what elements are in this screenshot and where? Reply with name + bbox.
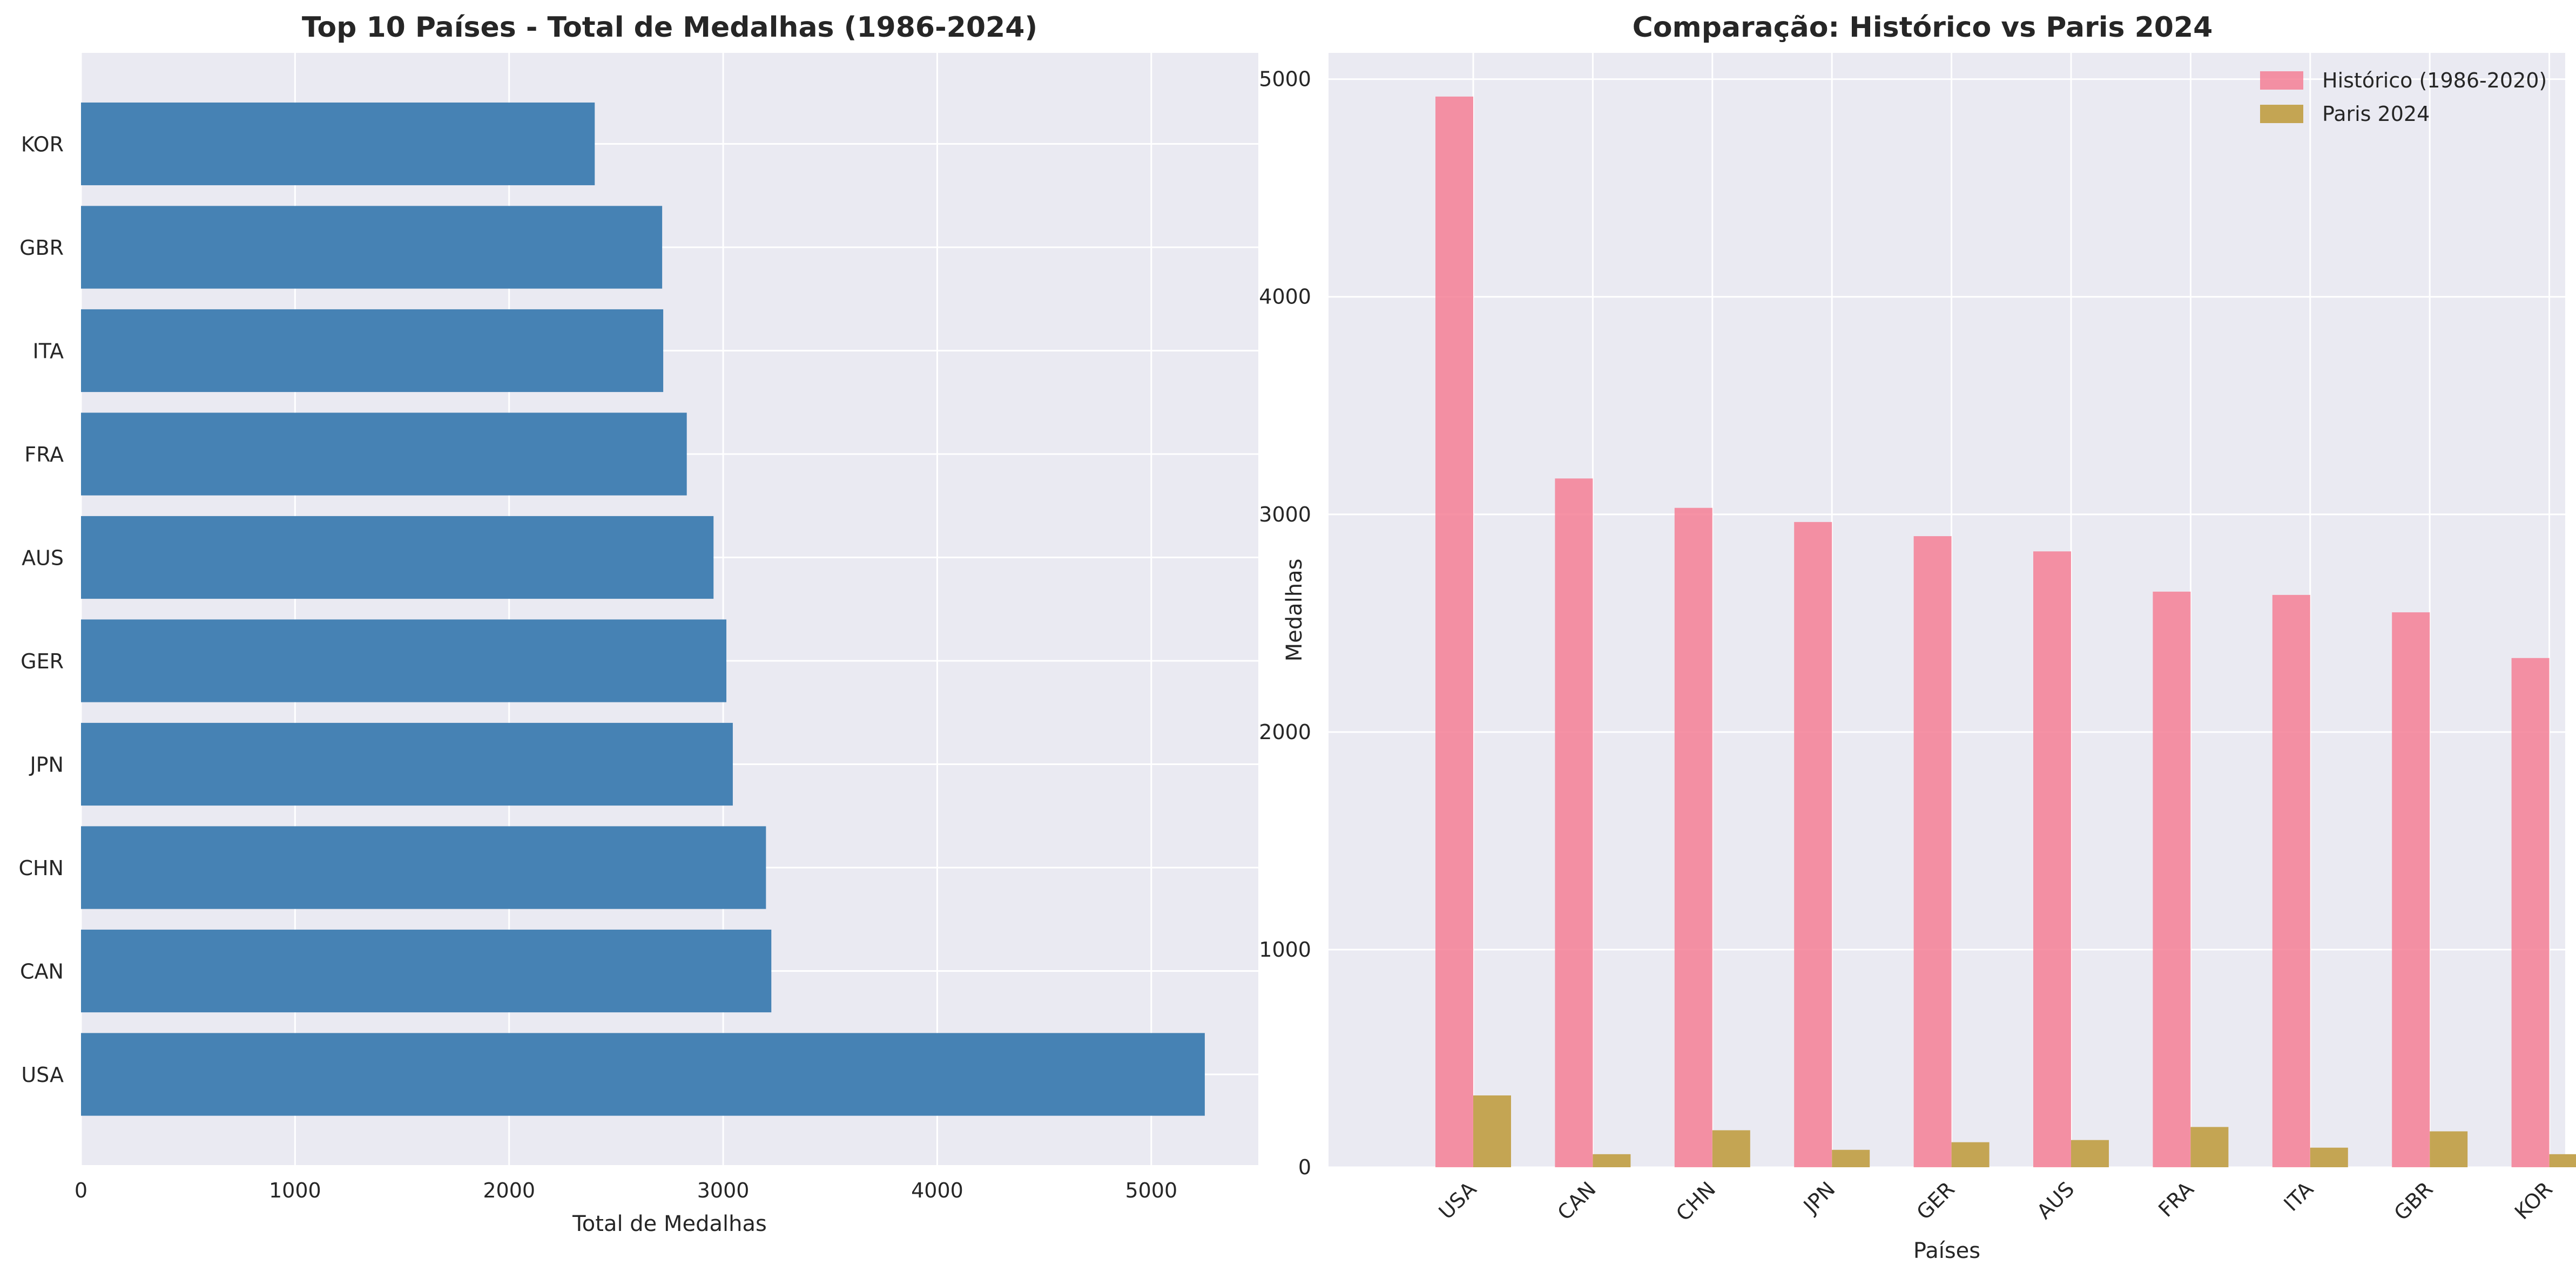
- y-tick-label: GER: [21, 649, 64, 673]
- bar-fra: [81, 412, 687, 496]
- x-tick-label: AUS: [2032, 1177, 2079, 1223]
- bar-historico-ita: [2272, 594, 2310, 1167]
- bar-historico-jpn: [1794, 522, 1832, 1167]
- x-tick-label: JPN: [1798, 1177, 1840, 1219]
- bar-historico-fra: [2153, 591, 2191, 1167]
- bar-chn: [81, 826, 766, 909]
- y-tick-label: AUS: [22, 546, 64, 570]
- x-tick-label: FRA: [2154, 1177, 2199, 1222]
- y-tick-label: GBR: [19, 236, 64, 260]
- bar-paris-aus: [2071, 1140, 2109, 1167]
- bar-aus: [81, 516, 714, 599]
- bar-paris-usa: [1473, 1095, 1511, 1167]
- bar-jpn: [81, 722, 733, 806]
- bar-can: [81, 929, 772, 1013]
- bar-ger: [81, 619, 727, 702]
- x-tick-label: KOR: [2510, 1177, 2557, 1224]
- bar-historico-aus: [2033, 551, 2071, 1168]
- x-tick-label: 2000: [483, 1179, 535, 1202]
- y-tick-label: 3000: [1259, 503, 1311, 526]
- x-tick-label: GER: [1912, 1177, 1959, 1224]
- y-tick-label: 2000: [1259, 720, 1311, 744]
- y-tick-label: 0: [1298, 1155, 1311, 1179]
- bar-historico-chn: [1674, 507, 1712, 1167]
- x-tick-label: 4000: [911, 1179, 963, 1202]
- x-tick-label: 0: [75, 1179, 87, 1202]
- chart-right-bars: [1435, 96, 2576, 1168]
- chart-left: Top 10 Países - Total de Medalhas (1986-…: [18, 11, 1258, 1236]
- bar-usa: [81, 1033, 1205, 1116]
- bar-historico-kor: [2511, 658, 2550, 1167]
- chart-right-y-axis-label: Medalhas: [1282, 559, 1307, 662]
- bar-paris-can: [1593, 1154, 1631, 1167]
- chart-right-y-tick-labels: 0 1000 2000 3000 4000 5000: [1259, 67, 1311, 1179]
- chart-right-x-axis-label: Países: [1913, 1239, 1980, 1263]
- y-tick-label: FRA: [24, 443, 64, 466]
- x-tick-label: ITA: [2279, 1177, 2318, 1216]
- bar-historico-gbr: [2392, 612, 2430, 1167]
- bar-gbr: [81, 206, 663, 289]
- y-tick-label: USA: [21, 1063, 64, 1087]
- chart-left-bars: [81, 102, 1205, 1116]
- bar-paris-kor: [2549, 1154, 2576, 1167]
- bar-paris-fra: [2190, 1127, 2229, 1167]
- y-tick-label: KOR: [21, 133, 64, 157]
- chart-right-legend: Histórico (1986-2020) Paris 2024: [2260, 69, 2547, 126]
- x-tick-label: 5000: [1125, 1179, 1177, 1202]
- bar-paris-jpn: [1832, 1149, 1870, 1167]
- chart-right-title: Comparação: Histórico vs Paris 2024: [1633, 11, 2213, 44]
- x-tick-label: GBR: [2390, 1177, 2438, 1225]
- y-tick-label: 1000: [1259, 938, 1311, 962]
- bar-paris-ita: [2310, 1147, 2348, 1167]
- chart-left-x-tick-labels: 0 1000 2000 3000 4000 5000: [75, 1179, 1177, 1202]
- y-tick-label: 5000: [1259, 67, 1311, 91]
- x-tick-label: CHN: [1671, 1177, 1720, 1226]
- legend-label-historico: Histórico (1986-2020): [2322, 69, 2547, 92]
- bar-historico-can: [1555, 478, 1593, 1168]
- x-tick-label: 3000: [697, 1179, 750, 1202]
- y-tick-label: CAN: [20, 960, 64, 984]
- bar-paris-gbr: [2430, 1131, 2468, 1167]
- legend-swatch-historico: [2260, 71, 2303, 90]
- chart-left-title: Top 10 Países - Total de Medalhas (1986-…: [302, 11, 1037, 44]
- bar-kor: [81, 102, 595, 186]
- chart-left-x-axis-label: Total de Medalhas: [572, 1212, 767, 1236]
- chart-right-x-tick-labels: USA CAN CHN JPN GER AUS FRA ITA GBR KOR: [1434, 1177, 2557, 1226]
- x-tick-label: USA: [1434, 1177, 1481, 1224]
- bar-paris-ger: [1951, 1142, 1990, 1167]
- y-tick-label: 4000: [1259, 285, 1311, 309]
- y-tick-label: ITA: [33, 340, 64, 363]
- y-tick-label: CHN: [18, 856, 64, 880]
- chart-right: Comparação: Histórico vs Paris 2024 0 100…: [1259, 11, 2576, 1263]
- x-tick-label: 1000: [269, 1179, 321, 1202]
- chart-left-y-tick-labels: USA CAN CHN JPN GER AUS FRA ITA GBR KOR: [18, 133, 64, 1087]
- bar-ita: [81, 309, 664, 393]
- bar-paris-chn: [1712, 1130, 1750, 1167]
- bar-historico-usa: [1435, 96, 1473, 1167]
- legend-label-paris: Paris 2024: [2322, 102, 2430, 126]
- bar-historico-ger: [1913, 536, 1952, 1167]
- x-tick-label: CAN: [1553, 1177, 1600, 1224]
- legend-swatch-paris: [2260, 105, 2303, 123]
- y-tick-label: JPN: [29, 753, 64, 777]
